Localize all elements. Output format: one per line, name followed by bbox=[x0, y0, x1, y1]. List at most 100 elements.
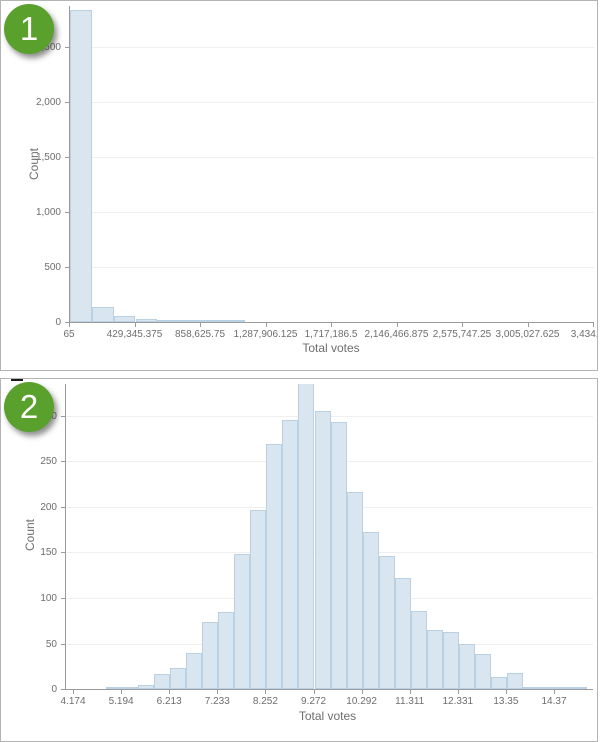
histogram-bar[interactable] bbox=[170, 668, 187, 689]
y-tick-label: 150 bbox=[40, 547, 57, 559]
x-tick-label: 14.37 bbox=[541, 696, 567, 707]
histogram-bar[interactable] bbox=[282, 420, 299, 689]
y-tick-label: 2,500 bbox=[35, 42, 61, 54]
x-tick-label: 9.272 bbox=[300, 696, 327, 707]
y-tick-label: 1,000 bbox=[35, 207, 61, 219]
y-axis-tick bbox=[61, 415, 65, 417]
histogram-bar[interactable] bbox=[234, 554, 251, 689]
histogram-bar[interactable] bbox=[154, 674, 171, 689]
histogram-bar[interactable] bbox=[106, 687, 123, 689]
y-axis-tick bbox=[61, 552, 65, 554]
gridline bbox=[70, 102, 594, 104]
y-tick-label: 250 bbox=[40, 456, 57, 468]
histogram-bar[interactable] bbox=[314, 411, 331, 689]
histogram-bar[interactable] bbox=[330, 422, 347, 689]
y-tick-label: 500 bbox=[44, 262, 61, 274]
y-tick-label: 0 bbox=[51, 684, 57, 695]
y-axis-tick bbox=[61, 461, 65, 463]
x-tick-label: 1,287,906.125 bbox=[233, 329, 298, 340]
x-axis-tick bbox=[265, 323, 267, 327]
gridline bbox=[70, 47, 594, 49]
histogram-bar[interactable] bbox=[555, 687, 572, 689]
histogram-bar[interactable] bbox=[135, 319, 158, 322]
histogram-bar[interactable] bbox=[70, 10, 92, 322]
histogram-raw-total-votes[interactable]: 0 500 1,000 1,500 2,000 2,500 65 429,345.375 858… bbox=[1, 1, 597, 370]
histogram-bar[interactable] bbox=[474, 654, 491, 689]
histogram-bar[interactable] bbox=[458, 644, 475, 689]
x-tick-label: 429,345.375 bbox=[106, 329, 163, 340]
x-axis-tick bbox=[457, 690, 459, 694]
histogram-bar[interactable] bbox=[266, 444, 283, 689]
x-axis-tick bbox=[462, 323, 463, 327]
histogram-bar[interactable] bbox=[538, 687, 555, 689]
x-tick-label: 11.311 bbox=[395, 696, 425, 707]
y-tick-label: 1,500 bbox=[35, 152, 61, 164]
x-axis-tick bbox=[396, 323, 398, 327]
histogram-bar[interactable] bbox=[298, 384, 315, 689]
histogram-bar[interactable] bbox=[157, 320, 180, 322]
y-axis-tick bbox=[61, 689, 65, 690]
gridline bbox=[70, 157, 594, 159]
x-axis-tick bbox=[69, 323, 70, 327]
histogram-bar[interactable] bbox=[91, 307, 114, 322]
x-tick-label: 7.233 bbox=[204, 696, 230, 707]
histogram-bar[interactable] bbox=[218, 611, 235, 689]
histogram-panel-2: 2 0501001502002503004.1745.1946.2137.233… bbox=[0, 378, 598, 742]
histogram-bar[interactable] bbox=[138, 685, 155, 689]
y-axis-tick bbox=[65, 267, 69, 269]
histogram-bar[interactable] bbox=[186, 652, 203, 689]
histogram-bar[interactable] bbox=[202, 621, 219, 689]
x-axis-tick bbox=[134, 323, 136, 327]
x-tick-label: 8.252 bbox=[252, 696, 278, 707]
histogram-bar[interactable] bbox=[394, 577, 411, 689]
y-axis-tick bbox=[61, 506, 65, 508]
x-tick-label: 3,005,027.625 bbox=[495, 329, 560, 340]
x-axis-tick bbox=[505, 690, 507, 694]
x-tick-label: 858,625.75 bbox=[174, 329, 226, 340]
histogram-panel-1: 1 0 500 1,000 1,500 2,000 2,500 65 429,345.375 8… bbox=[0, 0, 598, 371]
x-axis-tick bbox=[361, 690, 363, 694]
y-tick-label: 50 bbox=[45, 638, 57, 650]
histogram-bar[interactable] bbox=[506, 672, 523, 689]
histogram-bar[interactable] bbox=[378, 556, 395, 689]
histogram-bar[interactable] bbox=[201, 320, 223, 322]
x-tick-label: 13.35 bbox=[493, 696, 519, 707]
plot-area bbox=[65, 384, 593, 690]
x-tick-label: 1,717,186.5 bbox=[304, 329, 358, 340]
histogram-bar[interactable] bbox=[571, 687, 588, 689]
histogram-bar[interactable] bbox=[442, 631, 459, 689]
x-axis-tick bbox=[73, 690, 74, 694]
x-axis-title: Total votes bbox=[298, 709, 357, 723]
histogram-bar[interactable] bbox=[410, 610, 427, 689]
x-axis-tick bbox=[265, 690, 267, 694]
y-axis-tick bbox=[61, 598, 65, 599]
x-axis-tick bbox=[409, 690, 411, 694]
x-axis-tick bbox=[527, 323, 529, 327]
step-2-badge: 2 bbox=[4, 382, 54, 432]
histogram-bar[interactable] bbox=[122, 687, 139, 689]
x-tick-label: 3,434,308 bbox=[570, 329, 598, 340]
annotation-mark bbox=[11, 379, 23, 381]
x-tick-label: 2,146,466.875 bbox=[364, 329, 429, 340]
histogram-bar[interactable] bbox=[346, 492, 363, 689]
x-tick-label: 12.331 bbox=[442, 696, 474, 707]
histogram-log-total-votes[interactable]: 0501001502002503004.1745.1946.2137.2338.… bbox=[1, 379, 597, 741]
gridline bbox=[70, 212, 594, 214]
y-axis-tick bbox=[65, 322, 69, 323]
x-tick-label: 6.213 bbox=[156, 696, 182, 707]
histogram-bar[interactable] bbox=[522, 687, 539, 689]
x-axis-tick bbox=[331, 323, 332, 327]
y-axis-tick bbox=[65, 47, 69, 49]
y-axis-tick bbox=[61, 643, 65, 645]
x-tick-label: 2,575,747.25 bbox=[432, 329, 492, 340]
histogram-bar[interactable] bbox=[179, 320, 201, 322]
histogram-bar[interactable] bbox=[113, 316, 136, 322]
histogram-bar[interactable] bbox=[362, 532, 379, 689]
histogram-bar[interactable] bbox=[250, 509, 267, 689]
x-axis-tick bbox=[593, 323, 594, 327]
histogram-bar[interactable] bbox=[490, 677, 507, 689]
y-axis-tick bbox=[65, 102, 69, 104]
histogram-bar[interactable] bbox=[222, 320, 245, 322]
histogram-bar[interactable] bbox=[426, 629, 443, 689]
x-tick-label: 4.174 bbox=[60, 696, 86, 707]
